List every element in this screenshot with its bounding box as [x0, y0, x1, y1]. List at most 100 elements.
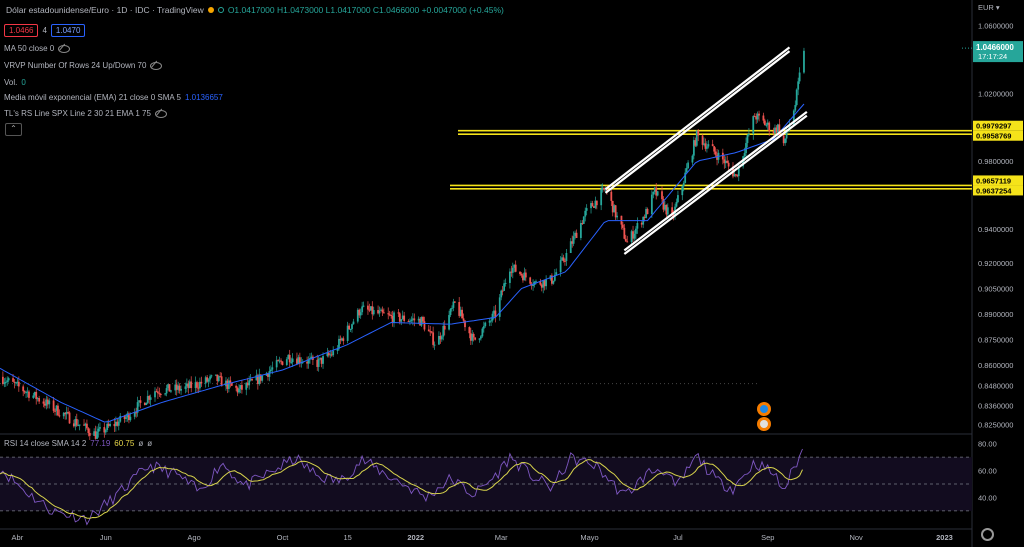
collapse-legend-button[interactable]: ⌃ — [5, 123, 22, 136]
currency-label: EUR ▾ — [978, 3, 1000, 12]
candle-body — [432, 332, 435, 345]
candle-body — [726, 160, 729, 163]
candle-body — [727, 162, 730, 167]
candle-body — [677, 195, 679, 202]
candle-body — [377, 310, 379, 314]
indicator-ma-label: MA 50 close 0 — [4, 44, 55, 53]
candle-body — [38, 398, 41, 402]
candle-body — [271, 367, 274, 370]
candle-body — [762, 115, 765, 121]
candle-body — [703, 143, 705, 145]
candle-body — [782, 135, 785, 144]
candle-body — [594, 200, 597, 208]
indicator-ma[interactable]: MA 50 close 0 — [4, 44, 71, 53]
buy-button[interactable]: 1.0470 — [50, 24, 86, 37]
candle-body — [600, 189, 603, 206]
candle-body — [135, 412, 138, 414]
candle-body — [36, 398, 39, 400]
sell-button[interactable]: 1.0466 — [4, 24, 39, 37]
x-tick-label: Nov — [849, 533, 863, 542]
event-badges[interactable] — [757, 402, 771, 431]
candle-body — [236, 387, 239, 393]
candle-body — [794, 105, 797, 111]
candle-body — [358, 309, 361, 316]
candle-body — [734, 174, 737, 176]
indicator-ema-label: Media móvil exponencial (EMA) 21 close 0… — [4, 93, 181, 102]
candle-body — [68, 412, 71, 424]
candle-body — [164, 393, 167, 395]
rsi-legend[interactable]: RSI 14 close SMA 14 2 77.19 60.75 ø ø — [4, 439, 152, 448]
candle-body — [724, 160, 727, 164]
candle-body — [78, 424, 81, 426]
candle-body — [6, 380, 9, 382]
candle-body — [310, 356, 313, 359]
candle-body — [185, 383, 188, 387]
eye-hidden-icon[interactable] — [150, 61, 163, 70]
y-tick-label: 1.0200000 — [978, 89, 1013, 98]
candle-body — [88, 433, 91, 436]
candle-body — [438, 335, 440, 345]
candle-body — [397, 312, 400, 314]
candle-body — [523, 272, 526, 281]
candle-body — [785, 129, 788, 139]
candle-body — [798, 72, 801, 82]
ema-21-line — [0, 103, 805, 423]
symbol-title[interactable]: Dólar estadounidense/Euro · 1D · IDC · T… — [6, 5, 204, 15]
x-tick-label: 15 — [343, 533, 351, 542]
candle-body — [611, 200, 614, 213]
eye-hidden-icon[interactable] — [58, 44, 71, 53]
indicator-volume-label: Vol. — [4, 78, 18, 87]
candle-body — [329, 354, 332, 356]
candle-body — [107, 423, 110, 426]
candle-body — [603, 187, 605, 190]
candle-body — [143, 402, 146, 406]
candle-body — [772, 131, 775, 134]
indicator-vrvp[interactable]: VRVP Number Of Rows 24 Up/Down 70 — [4, 61, 163, 70]
candle-body — [309, 358, 311, 360]
candle-body — [168, 384, 171, 392]
candle-body — [640, 223, 643, 225]
candle-body — [682, 182, 685, 187]
candle-body — [154, 391, 156, 398]
candle-body — [372, 310, 375, 315]
gear-icon[interactable] — [981, 528, 994, 541]
candle-body — [7, 378, 10, 381]
candle-body — [209, 376, 211, 380]
candle-body — [52, 400, 55, 411]
indicator-rs-label: TL's RS Line SPX Line 2 30 21 EMA 1 75 — [4, 109, 151, 118]
rsi-value: 77.19 — [90, 439, 111, 448]
candle-body — [119, 415, 122, 422]
candle-body — [48, 400, 51, 405]
candle-body — [626, 241, 629, 243]
event-badge-inner — [760, 405, 768, 413]
indicator-volume[interactable]: Vol. 0 — [4, 78, 26, 87]
candle-body — [595, 200, 598, 206]
candle-body — [572, 236, 575, 244]
x-tick-label: Sep — [761, 533, 774, 542]
y-tick-label: 0.9400000 — [978, 225, 1013, 234]
candle-body — [452, 301, 455, 308]
indicator-ema[interactable]: Media móvil exponencial (EMA) 21 close 0… — [4, 93, 223, 102]
candle-body — [390, 314, 393, 316]
candle-body — [1, 376, 4, 384]
eye-hidden-icon[interactable] — [154, 109, 167, 118]
candle-body — [417, 318, 420, 321]
candle-body — [632, 231, 634, 239]
indicator-ema-value: 1.0136657 — [184, 93, 223, 102]
candle-body — [723, 159, 726, 164]
candle-body — [571, 241, 574, 244]
candle-body — [210, 375, 213, 377]
candle-body — [72, 423, 75, 427]
candle-body — [462, 318, 465, 321]
candle-body — [28, 391, 30, 398]
indicator-rs-line[interactable]: TL's RS Line SPX Line 2 30 21 EMA 1 75 — [4, 109, 167, 118]
x-tick-label: Mar — [495, 533, 508, 542]
indicator-vrvp-label: VRVP Number Of Rows 24 Up/Down 70 — [4, 61, 147, 70]
candle-body — [136, 402, 139, 413]
candle-body — [291, 358, 294, 363]
candle-body — [248, 380, 251, 386]
candle-body — [83, 424, 85, 426]
zone-price-label: 0.9637254 — [976, 186, 1012, 195]
candle-body — [298, 357, 301, 363]
